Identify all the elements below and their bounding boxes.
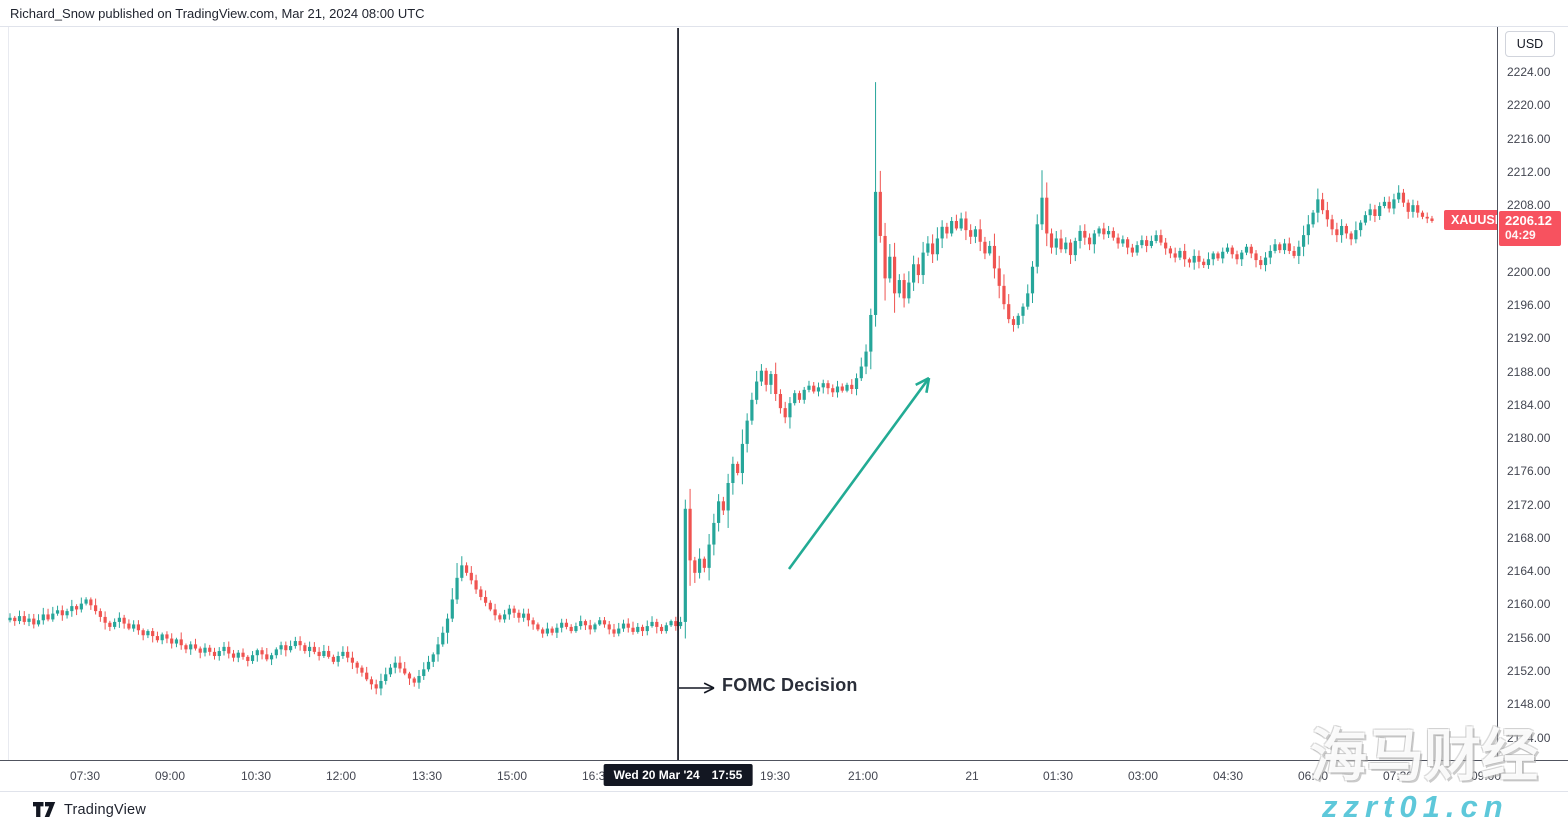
- last-price-value: 2206.12: [1505, 213, 1552, 228]
- price-tick-label: 2168.00: [1507, 530, 1551, 545]
- marker-date: Wed 20 Mar '24: [613, 768, 700, 782]
- time-tick-label: 09:00: [1470, 769, 1502, 783]
- time-tick-label: 06:00: [1297, 769, 1329, 783]
- published-byline: Richard_Snow published on TradingView.co…: [10, 5, 425, 21]
- fomc-vertical-line: [677, 28, 679, 760]
- price-tick-label: 2152.00: [1507, 663, 1551, 678]
- price-tick-label: 2148.00: [1507, 697, 1551, 712]
- price-tick-label: 2192.00: [1507, 331, 1551, 346]
- time-tick-label: 13:30: [411, 769, 443, 783]
- price-tick-label: 2200.00: [1507, 264, 1551, 279]
- price-tick-label: 2180.00: [1507, 431, 1551, 446]
- price-tick-label: 2176.00: [1507, 464, 1551, 479]
- time-tick-label: 19:30: [759, 769, 791, 783]
- currency-toggle-button[interactable]: USD: [1505, 31, 1555, 57]
- bar-countdown: 04:29: [1505, 228, 1536, 242]
- price-tick-label: 2208.00: [1507, 198, 1551, 213]
- price-tick-label: 2164.00: [1507, 564, 1551, 579]
- price-axis[interactable]: USD 2224.00 2220.00 2216.00 2212.00 2208.00 2…: [1497, 27, 1568, 791]
- time-axis[interactable]: 07:30 09:00 10:30 12:00 13:30 15:00 16:30 19:30…: [0, 760, 1568, 791]
- time-tick-label: 07:30: [69, 769, 101, 783]
- time-tick-label: 09:00: [154, 769, 186, 783]
- time-tick-label: 10:30: [240, 769, 272, 783]
- tradingview-logo-icon[interactable]: [33, 802, 56, 817]
- price-tick-label: 2144.00: [1507, 730, 1551, 745]
- last-price-badge: 2206.12 04:29: [1499, 211, 1561, 246]
- fomc-decision-annotation: FOMC Decision: [722, 675, 858, 695]
- time-tick-label: 07:30: [1382, 769, 1414, 783]
- price-tick-label: 2184.00: [1507, 397, 1551, 412]
- price-tick-label: 2156.00: [1507, 630, 1551, 645]
- header-bar: Richard_Snow published on TradingView.co…: [0, 0, 1568, 27]
- price-tick-label: 2196.00: [1507, 297, 1551, 312]
- time-tick-label: 03:00: [1127, 769, 1159, 783]
- time-tick-label: 12:00: [325, 769, 357, 783]
- chart-main-area[interactable]: FOMC Decision XAUUSD: [0, 27, 1568, 760]
- price-tick-label: 2160.00: [1507, 597, 1551, 612]
- candlestick-plot[interactable]: [8, 28, 1497, 760]
- marker-time: 17:55: [711, 768, 743, 782]
- time-marker-badge: Wed 20 Mar '24 17:55: [603, 764, 753, 786]
- price-tick-label: 2224.00: [1507, 65, 1551, 80]
- price-tick-label: 2216.00: [1507, 131, 1551, 146]
- time-tick-label: 04:30: [1212, 769, 1244, 783]
- price-tick-label: 2220.00: [1507, 98, 1551, 113]
- time-tick-label: 21: [965, 769, 979, 783]
- footer-bar: TradingView: [0, 791, 1568, 827]
- price-tick-label: 2188.00: [1507, 364, 1551, 379]
- plot-left-border: [8, 27, 9, 760]
- price-tick-label: 2172.00: [1507, 497, 1551, 512]
- price-tick-label: 2212.00: [1507, 164, 1551, 179]
- time-tick-label: 21:00: [847, 769, 879, 783]
- tradingview-brand-text[interactable]: TradingView: [64, 801, 146, 818]
- time-tick-label: 15:00: [496, 769, 528, 783]
- time-tick-label: 01:30: [1042, 769, 1074, 783]
- symbol-badge: XAUUSD: [1444, 210, 1511, 230]
